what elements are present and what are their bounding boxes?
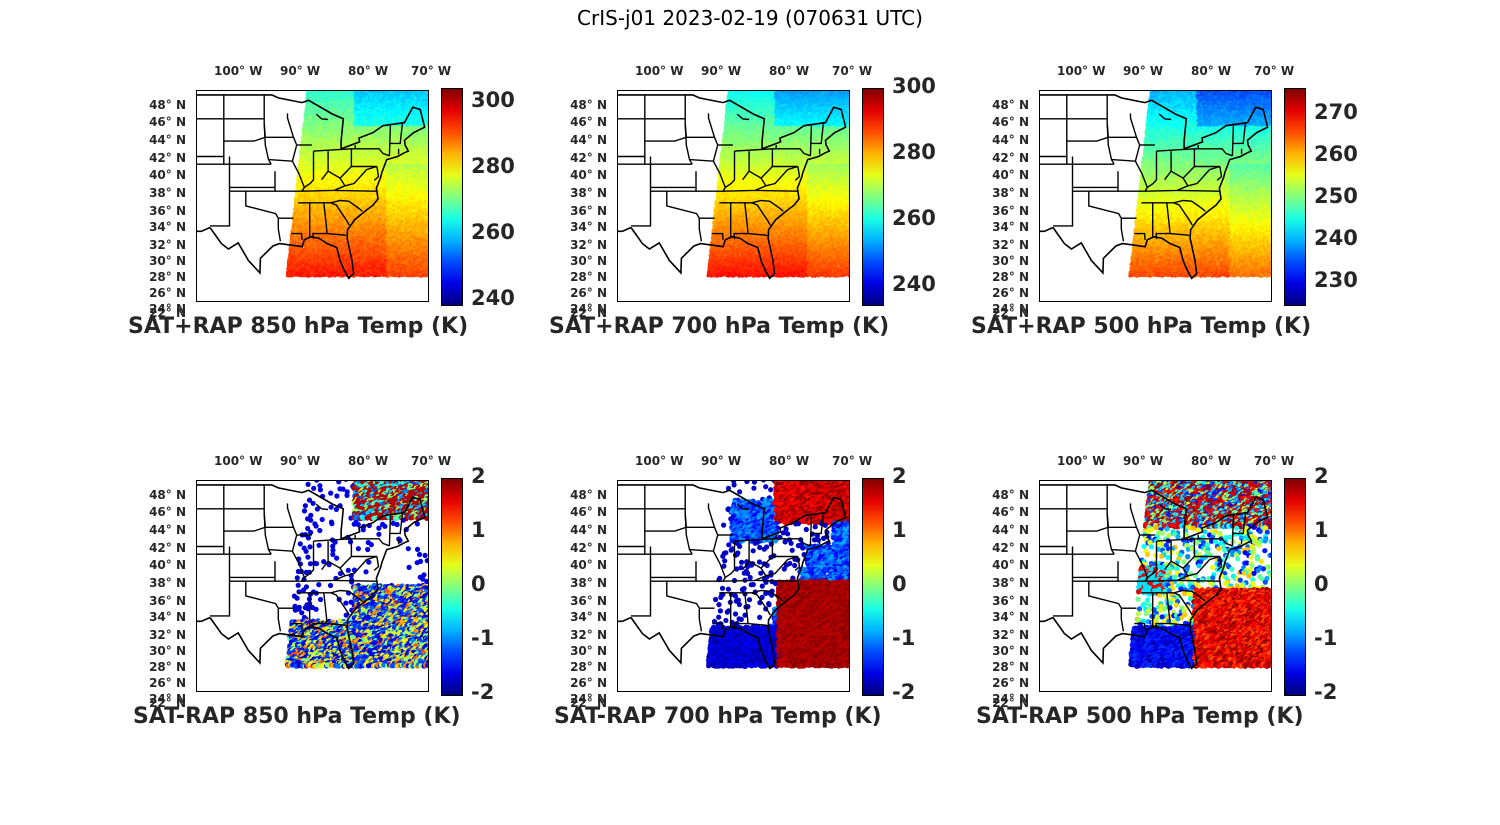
latitude-tick-label: 30° N bbox=[149, 254, 186, 268]
latitude-tick-label: 22° N bbox=[149, 306, 186, 320]
figure-title: CrIS-j01 2023-02-19 (070631 UTC) bbox=[0, 6, 1500, 30]
longitude-axis: 100° W 90° W 80° W 70° W bbox=[128, 62, 488, 82]
longitude-tick-label: 70° W bbox=[411, 64, 451, 78]
latitude-tick-label: 32° N bbox=[149, 238, 186, 252]
sounding-dot bbox=[428, 164, 429, 167]
sounding-dot bbox=[427, 185, 428, 187]
latitude-tick-label: 34° N bbox=[149, 220, 186, 234]
sounding-dot bbox=[340, 98, 344, 102]
sounding-dot bbox=[427, 101, 428, 104]
map-svg bbox=[197, 91, 430, 280]
sounding-dot bbox=[428, 137, 429, 140]
sounding-dot bbox=[427, 107, 428, 110]
sounding-dot bbox=[427, 157, 428, 159]
longitude-tick-label: 100° W bbox=[214, 64, 262, 78]
latitude-axis: 48° N 46° N 44° N 42° N 40° N 38° N 36° N 34° N… bbox=[128, 98, 186, 320]
sounding-dot bbox=[412, 94, 417, 98]
latitude-tick-label: 44° N bbox=[149, 133, 186, 147]
latitude-tick-label: 46° N bbox=[149, 115, 186, 129]
latitude-tick-label: 24° N bbox=[149, 302, 186, 316]
latitude-tick-label: 26° N bbox=[149, 286, 186, 300]
sounding-dot bbox=[427, 151, 428, 153]
sounding-dot bbox=[425, 154, 428, 158]
sat-plus-rap-850-panel: 100° W 90° W 80° W 70° W 48° N 46° N 44° N 42° … bbox=[128, 62, 515, 362]
latitude-tick-label: 40° N bbox=[149, 168, 186, 182]
sounding-dot bbox=[427, 195, 428, 197]
latitude-tick-label: 38° N bbox=[149, 186, 186, 200]
sounding-dot bbox=[428, 93, 429, 96]
sounding-dot bbox=[428, 91, 429, 94]
sounding-dot bbox=[368, 94, 372, 98]
sounding-dot bbox=[428, 207, 429, 210]
latitude-tick-label: 42° N bbox=[149, 151, 186, 165]
sounding-dot bbox=[428, 135, 429, 138]
latitude-tick-label: 28° N bbox=[149, 270, 186, 284]
sounding-dot bbox=[428, 183, 429, 186]
sounding-dot bbox=[376, 96, 380, 100]
sounding-dot bbox=[427, 139, 428, 141]
sounding-dot bbox=[428, 181, 429, 184]
sounding-dot bbox=[428, 193, 429, 196]
sounding-dot bbox=[427, 125, 428, 127]
sounding-dot bbox=[427, 104, 428, 108]
sounding-dot bbox=[404, 96, 408, 100]
sounding-dot bbox=[428, 191, 429, 194]
latitude-tick-label: 36° N bbox=[149, 204, 186, 218]
sounding-dot bbox=[429, 105, 430, 108]
sounding-dot bbox=[422, 94, 426, 98]
temperature-field bbox=[285, 91, 430, 278]
longitude-tick-label: 80° W bbox=[348, 64, 388, 78]
sounding-dot bbox=[427, 109, 428, 112]
longitude-tick-label: 90° W bbox=[280, 64, 320, 78]
map-area bbox=[196, 90, 429, 302]
sounding-dot bbox=[386, 109, 390, 113]
sounding-dot bbox=[381, 101, 385, 105]
latitude-tick-label: 48° N bbox=[149, 98, 186, 112]
